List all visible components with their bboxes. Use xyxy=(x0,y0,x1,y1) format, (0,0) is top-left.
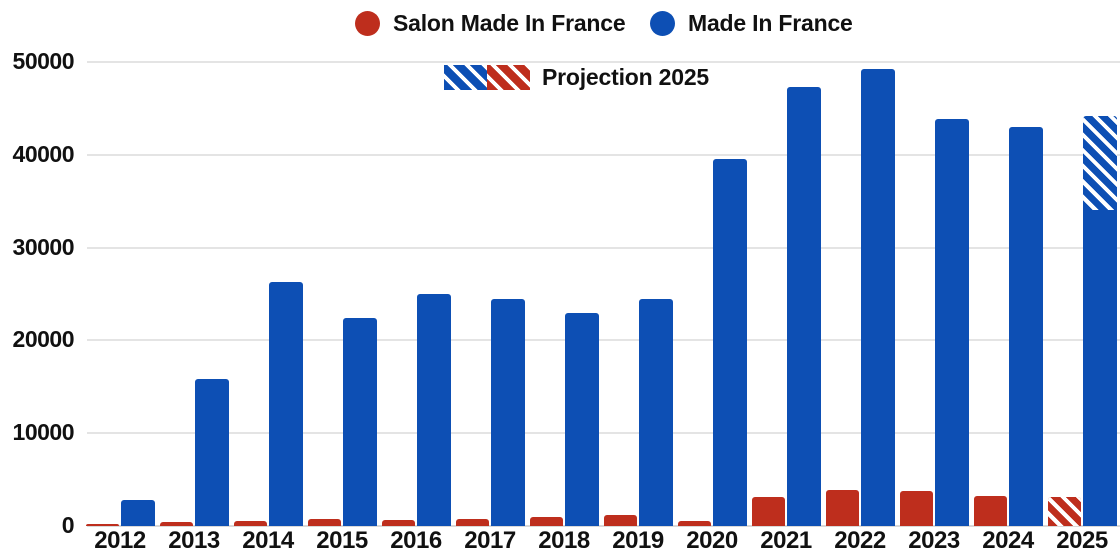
projection-hatch-blue-icon xyxy=(444,65,487,90)
bar-group-2018 xyxy=(529,62,599,526)
bar-group-2012 xyxy=(85,62,155,526)
x-tick-label-2015: 2015 xyxy=(316,527,368,554)
mif-bar-2023 xyxy=(935,118,969,526)
mif-bar-2014 xyxy=(269,281,303,526)
mif-bar-2012 xyxy=(121,500,155,526)
bar-group-2015 xyxy=(307,62,377,526)
y-tick-label-40000: 40000 xyxy=(12,140,75,167)
mif-bar-2017 xyxy=(491,298,525,526)
legend-label-projection: Projection 2025 xyxy=(542,64,710,90)
plot-area xyxy=(85,61,1120,527)
mif-legend-dot-icon xyxy=(650,11,675,36)
mif-bar-2013 xyxy=(195,379,229,526)
y-tick-label-30000: 30000 xyxy=(12,233,75,260)
bar-group-2013 xyxy=(159,62,229,526)
mif-bar-2020 xyxy=(713,159,747,526)
legend-item-projection: Projection 2025 xyxy=(444,64,709,91)
x-tick-label-2018: 2018 xyxy=(538,527,590,554)
y-tick-label-20000: 20000 xyxy=(12,326,75,353)
y-tick-label-50000: 50000 xyxy=(12,48,75,75)
x-tick-label-2025: 2025 xyxy=(1056,527,1108,554)
salon-bar-2017 xyxy=(456,519,489,526)
gridline-20000 xyxy=(87,339,1120,342)
legend-label-mif: Made In France xyxy=(688,10,853,36)
x-tick-label-2019: 2019 xyxy=(612,527,664,554)
gridline-10000 xyxy=(87,432,1120,435)
mif-bar-2022 xyxy=(861,68,895,526)
gridline-30000 xyxy=(87,246,1120,249)
projection-hatch-overlay xyxy=(1048,497,1081,526)
mif-bar-2015 xyxy=(343,318,377,526)
y-tick-label-10000: 10000 xyxy=(12,419,75,446)
gridline-50000 xyxy=(87,61,1120,63)
x-tick-label-2017: 2017 xyxy=(464,527,516,554)
projection-hatch-red-icon xyxy=(487,65,530,90)
x-tick-label-2020: 2020 xyxy=(686,527,738,554)
legend-item-salon: Salon Made In France xyxy=(355,10,626,37)
salon-bar-2021 xyxy=(752,497,785,526)
salon-bar-2019 xyxy=(604,515,637,526)
bar-group-2017 xyxy=(455,62,525,526)
mif-bar-2018 xyxy=(565,312,599,526)
x-tick-label-2022: 2022 xyxy=(834,527,886,554)
mif-bar-2019 xyxy=(639,298,673,526)
salon-bar-2013 xyxy=(160,522,193,526)
bar-group-2022 xyxy=(825,62,895,526)
salon-bar-2015 xyxy=(308,518,341,526)
bar-group-2016 xyxy=(381,62,451,526)
x-tick-label-2012: 2012 xyxy=(94,527,146,554)
projection-hatch-overlay xyxy=(1083,115,1117,211)
x-tick-label-2023: 2023 xyxy=(908,527,960,554)
mif-bar-2025 xyxy=(1083,115,1117,526)
salon-bar-2014 xyxy=(234,521,267,526)
bar-group-2021 xyxy=(751,62,821,526)
gridline-40000 xyxy=(87,153,1120,156)
salon-bar-2012 xyxy=(86,524,119,526)
mif-bar-2016 xyxy=(417,294,451,526)
bar-group-2019 xyxy=(603,62,673,526)
salon-bar-2022 xyxy=(826,489,859,526)
x-tick-label-2021: 2021 xyxy=(760,527,812,554)
salon-bar-2016 xyxy=(382,519,415,526)
salon-bar-2023 xyxy=(900,490,933,526)
bar-group-2023 xyxy=(899,62,969,526)
bar-group-2014 xyxy=(233,62,303,526)
legend-label-salon: Salon Made In France xyxy=(393,10,626,36)
x-tick-label-2014: 2014 xyxy=(242,527,294,554)
mif-bar-2021 xyxy=(787,87,821,526)
salon-bar-2018 xyxy=(530,517,563,526)
y-tick-label-0: 0 xyxy=(61,512,75,539)
bar-group-2020 xyxy=(677,62,747,526)
bar-group-2025 xyxy=(1047,62,1117,526)
salon-bar-2025 xyxy=(1048,497,1081,526)
salon-bar-2024 xyxy=(974,496,1007,526)
mif-bar-2024 xyxy=(1009,126,1043,526)
x-tick-label-2016: 2016 xyxy=(390,527,442,554)
projection-hatch-swatch-icon xyxy=(444,65,530,90)
bar-group-2024 xyxy=(973,62,1043,526)
x-tick-label-2013: 2013 xyxy=(168,527,220,554)
salon-legend-dot-icon xyxy=(355,11,380,36)
gridline-0 xyxy=(87,525,1120,527)
legend-item-mif: Made In France xyxy=(650,10,853,37)
x-tick-label-2024: 2024 xyxy=(982,527,1034,554)
salon-bar-2020 xyxy=(678,520,711,526)
